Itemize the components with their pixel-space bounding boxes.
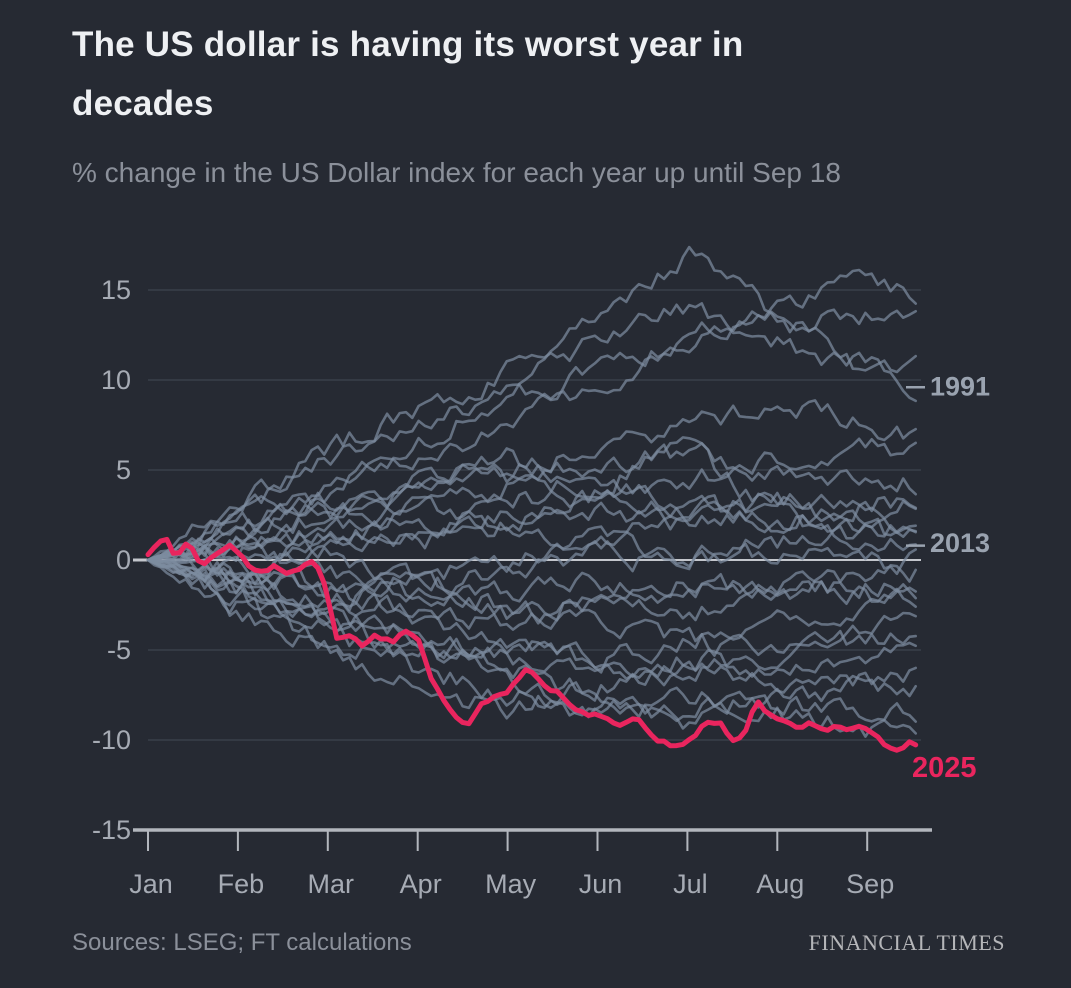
series-line [146,268,918,562]
series-line [146,308,918,562]
x-axis-month-label: Apr [400,869,442,899]
series-line [146,558,918,720]
series-label-2013: 2013 [930,528,990,558]
y-axis-tick-label: 5 [116,455,131,485]
financial-times-logo: FINANCIAL TIMES [808,930,1005,955]
series-line [146,558,918,657]
y-axis-tick-label: 0 [116,545,131,575]
series-line [146,551,918,674]
x-axis-month-label: Jan [129,869,173,899]
series-line-1991 [146,245,918,562]
series-label-2025: 2025 [912,752,977,784]
series-line [146,558,918,738]
x-axis-month-label: Aug [756,869,804,899]
y-axis-tick-label: 15 [101,275,131,305]
series-label-1991: 1991 [930,371,990,401]
chart-title: The US dollar is having its worst year i… [72,25,744,123]
x-axis-month-label: Feb [218,869,265,899]
series-line [146,558,918,682]
chart-subtitle: % change in the US Dollar index for each… [72,157,841,188]
y-axis-tick-label: -5 [107,635,131,665]
sources-note: Sources: LSEG; FT calculations [72,929,412,956]
x-axis-month-label: Mar [308,869,355,899]
x-axis-month-label: Jun [579,869,623,899]
y-axis-tick-label: -10 [92,725,131,755]
series-line [146,541,918,622]
series-line [146,302,918,562]
x-axis-month-label: Jul [673,869,708,899]
series-line [146,447,918,562]
series-line [146,555,918,608]
series-line [146,501,918,562]
footer: Sources: LSEG; FT calculations FINANCIAL… [72,926,1005,960]
x-axis-month-label: Sep [846,869,894,899]
series-line-2013 [146,436,918,562]
series-line-2025 [145,536,919,753]
y-axis-tick-label: -15 [92,815,131,845]
y-axis-tick-label: 10 [101,365,131,395]
x-axis-month-label: May [485,869,537,899]
series-line [146,442,918,562]
series-line [146,495,918,581]
series-line [146,495,918,571]
